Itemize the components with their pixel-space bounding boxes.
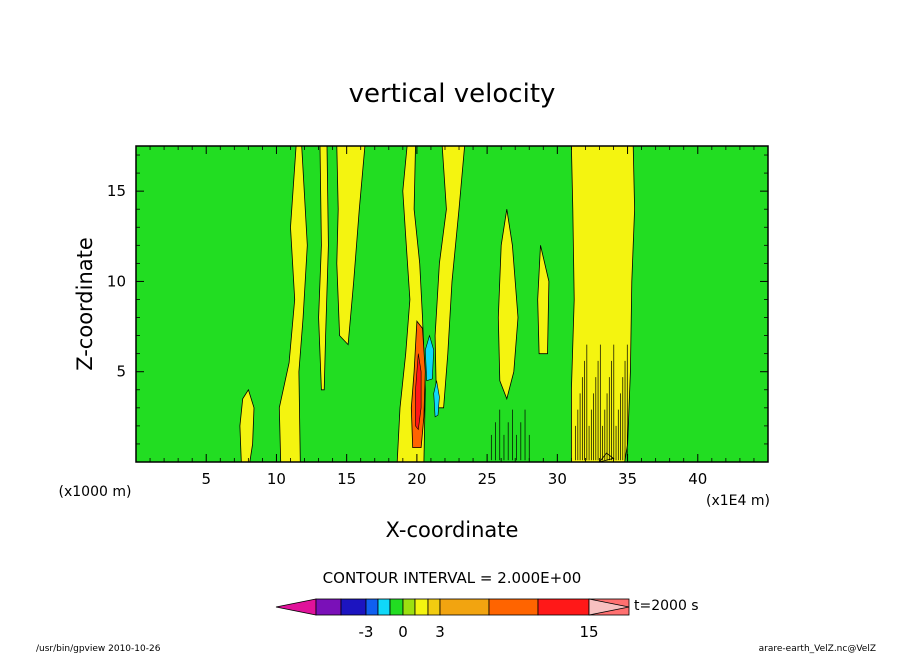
updraft-column-7 xyxy=(537,245,550,355)
y-tick-label: 10 xyxy=(107,272,126,290)
colorbar-segment xyxy=(439,598,490,616)
y-axis-label: Z-coordinate xyxy=(73,237,97,371)
axis-ticks: 5 10 15 20 25 30 35 40 5 10 15 xyxy=(107,146,768,488)
colorbar-segment xyxy=(414,598,429,616)
velocity-field xyxy=(239,145,636,463)
updraft-column-9 xyxy=(239,388,255,463)
plot-area: 5 10 15 20 25 30 35 40 5 10 15 xyxy=(107,145,769,488)
plot-frame xyxy=(135,145,769,463)
contour-interval-text: CONTOUR INTERVAL = 2.000E+00 xyxy=(323,569,582,587)
x-tick-label: 5 xyxy=(201,470,211,488)
x-tick-label: 15 xyxy=(337,470,356,488)
colorbar-segment xyxy=(427,598,441,616)
updraft-column-6 xyxy=(497,209,519,401)
y-tick-label: 15 xyxy=(107,182,126,200)
footer-left: /usr/bin/gpview 2010-10-26 xyxy=(36,644,161,654)
x-tick-label: 25 xyxy=(478,470,497,488)
colorbar-arrow-high xyxy=(588,598,630,616)
footer-right: arare-earth_VelZ.nc@VelZ xyxy=(759,644,876,654)
x-tick-label: 30 xyxy=(548,470,567,488)
colorbar-label: 3 xyxy=(435,623,445,641)
x-axis-label: X-coordinate xyxy=(386,518,519,542)
colorbar-segment xyxy=(340,598,367,616)
chart-title: vertical velocity xyxy=(349,79,556,109)
y-tick-label: 5 xyxy=(116,363,126,381)
x-unit-label: (x1000 m) xyxy=(59,484,132,500)
updraft-core-inner xyxy=(415,353,422,431)
x-tick-label: 40 xyxy=(688,470,707,488)
updraft-column-10 xyxy=(598,452,615,463)
x-scale-note: (x1E4 m) xyxy=(706,493,770,509)
colorbar-segment xyxy=(402,598,416,616)
colorbar-label: 15 xyxy=(579,623,598,641)
downdraft-core-lower xyxy=(433,380,440,418)
colorbar-segment xyxy=(488,598,539,616)
x-tick-label: 10 xyxy=(267,470,286,488)
downdraft-core xyxy=(424,334,435,382)
colorbar-segment xyxy=(315,598,342,616)
x-tick-label: 35 xyxy=(618,470,637,488)
colorbar-label: 0 xyxy=(398,623,408,641)
colorbar-segment xyxy=(389,598,404,616)
colorbar-label: -3 xyxy=(359,623,374,641)
colorbar-segment xyxy=(537,598,590,616)
colorbar-arrow-low xyxy=(275,598,317,616)
colorbar-segment xyxy=(377,598,391,616)
time-label: t=2000 s xyxy=(634,598,699,614)
colorbar: -3 0 3 15 xyxy=(275,598,630,641)
colorbar-segment xyxy=(365,598,379,616)
x-tick-label: 20 xyxy=(407,470,426,488)
